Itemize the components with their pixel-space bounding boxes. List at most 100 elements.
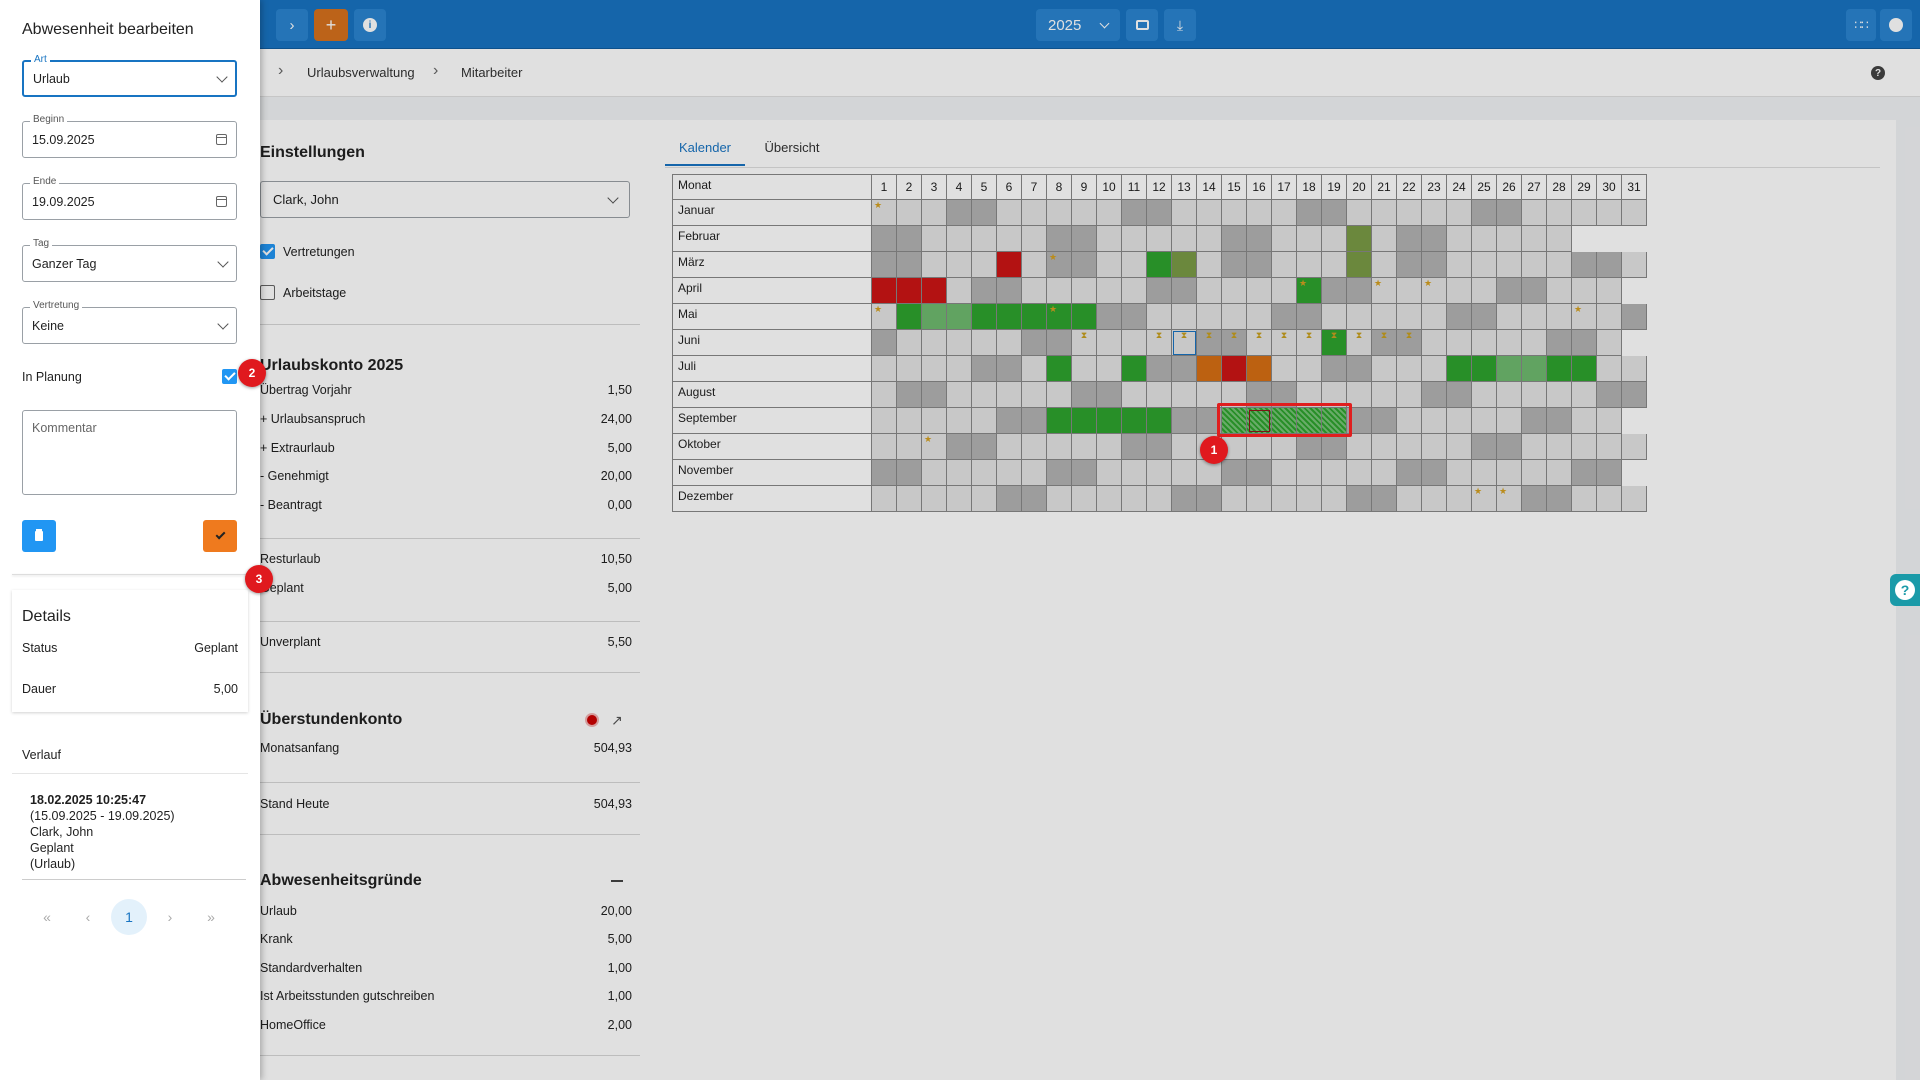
- external-link-icon[interactable]: ↗: [611, 712, 623, 728]
- calendar-day-cell[interactable]: [1347, 486, 1372, 512]
- calendar-day-cell[interactable]: [1547, 304, 1572, 330]
- calendar-day-cell[interactable]: [1122, 252, 1147, 278]
- last-page-button[interactable]: »: [207, 909, 215, 925]
- calendar-day-cell[interactable]: ★: [1047, 304, 1072, 330]
- add-button[interactable]: +: [314, 9, 348, 41]
- calendar-day-cell[interactable]: [1372, 408, 1397, 434]
- tab-uebersicht[interactable]: Übersicht: [752, 140, 832, 166]
- calendar-day-cell[interactable]: [1247, 278, 1272, 304]
- calendar-day-cell[interactable]: [972, 252, 997, 278]
- calendar-day-cell[interactable]: [1322, 200, 1347, 226]
- calendar-day-cell[interactable]: [1072, 434, 1097, 460]
- calendar-day-cell[interactable]: [1347, 304, 1372, 330]
- calendar-day-cell[interactable]: [1397, 486, 1422, 512]
- calendar-day-cell[interactable]: [1597, 200, 1622, 226]
- calendar-day-cell[interactable]: [1247, 460, 1272, 486]
- calendar-day-cell[interactable]: [1547, 434, 1572, 460]
- calendar-day-cell[interactable]: ⧗: [1172, 330, 1197, 356]
- calendar-day-cell[interactable]: [1397, 226, 1422, 252]
- calendar-day-cell[interactable]: [1272, 200, 1297, 226]
- calendar-day-cell[interactable]: [972, 486, 997, 512]
- calendar-day-cell[interactable]: [1472, 460, 1497, 486]
- calendar-day-cell[interactable]: [1097, 330, 1122, 356]
- calendar-day-cell[interactable]: [1597, 408, 1622, 434]
- calendar-day-cell[interactable]: [972, 200, 997, 226]
- calendar-day-cell[interactable]: [1197, 460, 1222, 486]
- calendar-day-cell[interactable]: [1147, 304, 1172, 330]
- calendar-day-cell[interactable]: [872, 226, 897, 252]
- calendar-day-cell[interactable]: [1297, 486, 1322, 512]
- ende-date-field[interactable]: Ende 19.09.2025: [22, 176, 237, 220]
- calendar-day-cell[interactable]: ⧗: [1222, 330, 1247, 356]
- calendar-day-cell[interactable]: [1122, 330, 1147, 356]
- print-button[interactable]: [1126, 9, 1158, 41]
- calendar-day-cell[interactable]: [947, 382, 972, 408]
- calendar-day-cell[interactable]: [1372, 434, 1397, 460]
- calendar-day-cell[interactable]: [1247, 252, 1272, 278]
- calendar-day-cell[interactable]: [1072, 304, 1097, 330]
- calendar-day-cell[interactable]: [1322, 486, 1347, 512]
- calendar-day-cell[interactable]: [1372, 486, 1397, 512]
- calendar-day-cell[interactable]: [1097, 408, 1122, 434]
- calendar-day-cell[interactable]: [1097, 304, 1122, 330]
- collapse-icon[interactable]: [611, 880, 623, 882]
- calendar-day-cell[interactable]: [1597, 252, 1622, 278]
- vertretungen-checkbox[interactable]: [260, 244, 275, 259]
- calendar-day-cell[interactable]: ★: [922, 434, 947, 460]
- calendar-day-cell[interactable]: [1472, 434, 1497, 460]
- calendar-day-cell[interactable]: [1522, 434, 1547, 460]
- calendar-day-cell[interactable]: [997, 278, 1022, 304]
- calendar-day-cell[interactable]: [922, 382, 947, 408]
- calendar-day-cell[interactable]: [1622, 486, 1647, 512]
- calendar-day-cell[interactable]: [1447, 408, 1472, 434]
- calendar-day-cell[interactable]: [1547, 200, 1572, 226]
- calendar-day-cell[interactable]: [1597, 382, 1622, 408]
- breadcrumb-item-urlaubsverwaltung[interactable]: Urlaubsverwaltung: [307, 65, 415, 80]
- calendar-day-cell[interactable]: [1622, 434, 1647, 460]
- download-button[interactable]: ⤓: [1164, 9, 1196, 41]
- first-page-button[interactable]: «: [43, 909, 51, 925]
- calendar-day-cell[interactable]: [1397, 252, 1422, 278]
- calendar-day-cell[interactable]: [1522, 304, 1547, 330]
- calendar-day-cell[interactable]: [1147, 382, 1172, 408]
- calendar-day-cell[interactable]: [1572, 200, 1597, 226]
- calendar-day-cell[interactable]: [1497, 252, 1522, 278]
- calendar-day-cell[interactable]: [947, 330, 972, 356]
- calendar-day-cell[interactable]: [1272, 356, 1297, 382]
- calendar-day-cell[interactable]: [1372, 382, 1397, 408]
- calendar-day-cell[interactable]: [1472, 278, 1497, 304]
- calendar-day-cell[interactable]: [1522, 278, 1547, 304]
- calendar-day-cell[interactable]: [1572, 382, 1597, 408]
- calendar-day-cell[interactable]: [1422, 330, 1447, 356]
- calendar-day-cell[interactable]: [1372, 356, 1397, 382]
- info-button[interactable]: i: [354, 9, 386, 41]
- vertretung-select[interactable]: Vertretung Keine: [22, 300, 237, 344]
- calendar-day-cell[interactable]: [1297, 252, 1322, 278]
- calendar-day-cell[interactable]: [1397, 200, 1422, 226]
- calendar-day-cell[interactable]: [1497, 304, 1522, 330]
- calendar-day-cell[interactable]: ⧗: [1372, 330, 1397, 356]
- calendar-day-cell[interactable]: [1522, 226, 1547, 252]
- calendar-day-cell[interactable]: [1147, 460, 1172, 486]
- calendar-day-cell[interactable]: [1272, 278, 1297, 304]
- calendar-day-cell[interactable]: [1497, 226, 1522, 252]
- calendar-day-cell[interactable]: [1247, 486, 1272, 512]
- calendar-day-cell[interactable]: ⧗: [1197, 330, 1222, 356]
- calendar-day-cell[interactable]: [1322, 408, 1347, 434]
- calendar-day-cell[interactable]: [1047, 434, 1072, 460]
- calendar-day-cell[interactable]: [1272, 252, 1297, 278]
- calendar-day-cell[interactable]: [1322, 226, 1347, 252]
- calendar-day-cell[interactable]: [1472, 252, 1497, 278]
- calendar-day-cell[interactable]: [1347, 200, 1372, 226]
- calendar-day-cell[interactable]: [1147, 226, 1172, 252]
- calendar-day-cell[interactable]: [997, 408, 1022, 434]
- calendar-day-cell[interactable]: ⧗: [1247, 330, 1272, 356]
- calendar-day-cell[interactable]: [1447, 304, 1472, 330]
- calendar-day-cell[interactable]: [1022, 382, 1047, 408]
- calendar-day-cell[interactable]: [1347, 356, 1372, 382]
- calendar-day-cell[interactable]: [1022, 304, 1047, 330]
- calendar-day-cell[interactable]: [1172, 486, 1197, 512]
- calendar-day-cell[interactable]: [972, 356, 997, 382]
- calendar-day-cell[interactable]: [897, 356, 922, 382]
- calendar-day-cell[interactable]: [1347, 278, 1372, 304]
